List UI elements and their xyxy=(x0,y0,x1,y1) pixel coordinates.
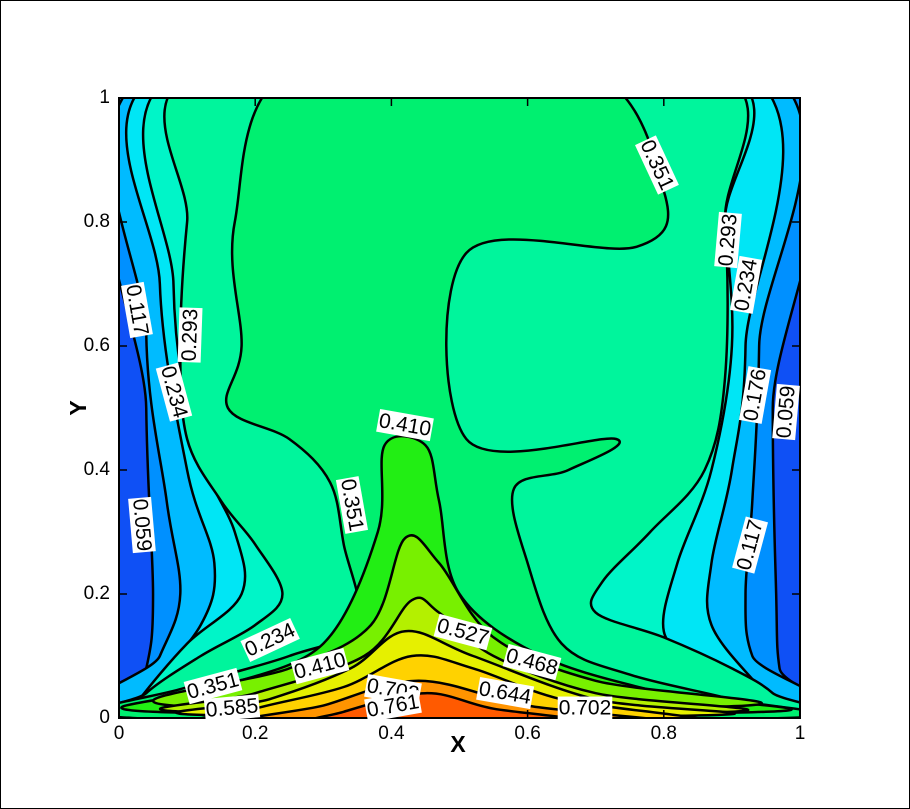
label-box xyxy=(177,307,203,363)
label-box xyxy=(290,647,350,685)
x-tick-label: 0 xyxy=(114,723,125,744)
label-box xyxy=(183,667,243,705)
contour-label: 0.059 xyxy=(128,496,156,554)
contour-label: 0.585 xyxy=(203,694,261,722)
contour-label-text: 0.059 xyxy=(772,385,799,439)
label-box xyxy=(376,408,434,442)
label-box xyxy=(203,694,261,722)
contour-label: 0.059 xyxy=(772,383,800,441)
y-tick-label: 0.4 xyxy=(84,459,111,480)
x-tick-label: 1 xyxy=(795,723,806,744)
label-box xyxy=(128,496,156,554)
label-box xyxy=(335,476,369,534)
label-box xyxy=(433,613,493,651)
x-tick-label: 0.8 xyxy=(651,723,677,744)
y-tick-label: 0.8 xyxy=(84,211,110,232)
label-box xyxy=(557,696,613,720)
y-axis-label: Y xyxy=(65,400,91,415)
label-box xyxy=(502,643,562,681)
contour-label-text: 0.585 xyxy=(205,694,259,721)
label-box xyxy=(476,676,535,710)
y-tick-label: 0.2 xyxy=(84,583,110,604)
contour-label: 0.293 xyxy=(177,307,203,363)
y-tick-label: 0 xyxy=(99,707,110,728)
label-box xyxy=(729,255,763,314)
x-tick-label: 0.6 xyxy=(514,723,540,744)
plot-frame xyxy=(118,97,801,719)
label-box xyxy=(121,281,153,339)
x-axis-label: X xyxy=(450,731,466,757)
contour-field xyxy=(119,98,800,718)
y-tick-label: 1 xyxy=(99,87,110,108)
label-box xyxy=(772,383,800,441)
contour-label-text: 0.293 xyxy=(178,308,203,361)
y-tick-label: 0.6 xyxy=(84,335,110,356)
contour-label: 0.644 xyxy=(476,676,535,710)
label-box xyxy=(714,211,742,269)
label-box xyxy=(240,617,300,662)
contour-label: 0.702 xyxy=(557,696,613,720)
contour-label-text: 0.293 xyxy=(714,213,741,267)
contour-label-text: 0.702 xyxy=(559,697,612,720)
label-box xyxy=(738,366,772,424)
contour-label: 0.293 xyxy=(714,211,742,269)
label-box xyxy=(364,689,422,723)
label-box xyxy=(635,135,679,195)
contour-label-text: 0.059 xyxy=(128,498,155,552)
label-box xyxy=(732,516,769,574)
label-box xyxy=(155,362,193,422)
x-tick-label: 0.4 xyxy=(378,723,405,744)
x-tick-label: 0.2 xyxy=(242,723,268,744)
